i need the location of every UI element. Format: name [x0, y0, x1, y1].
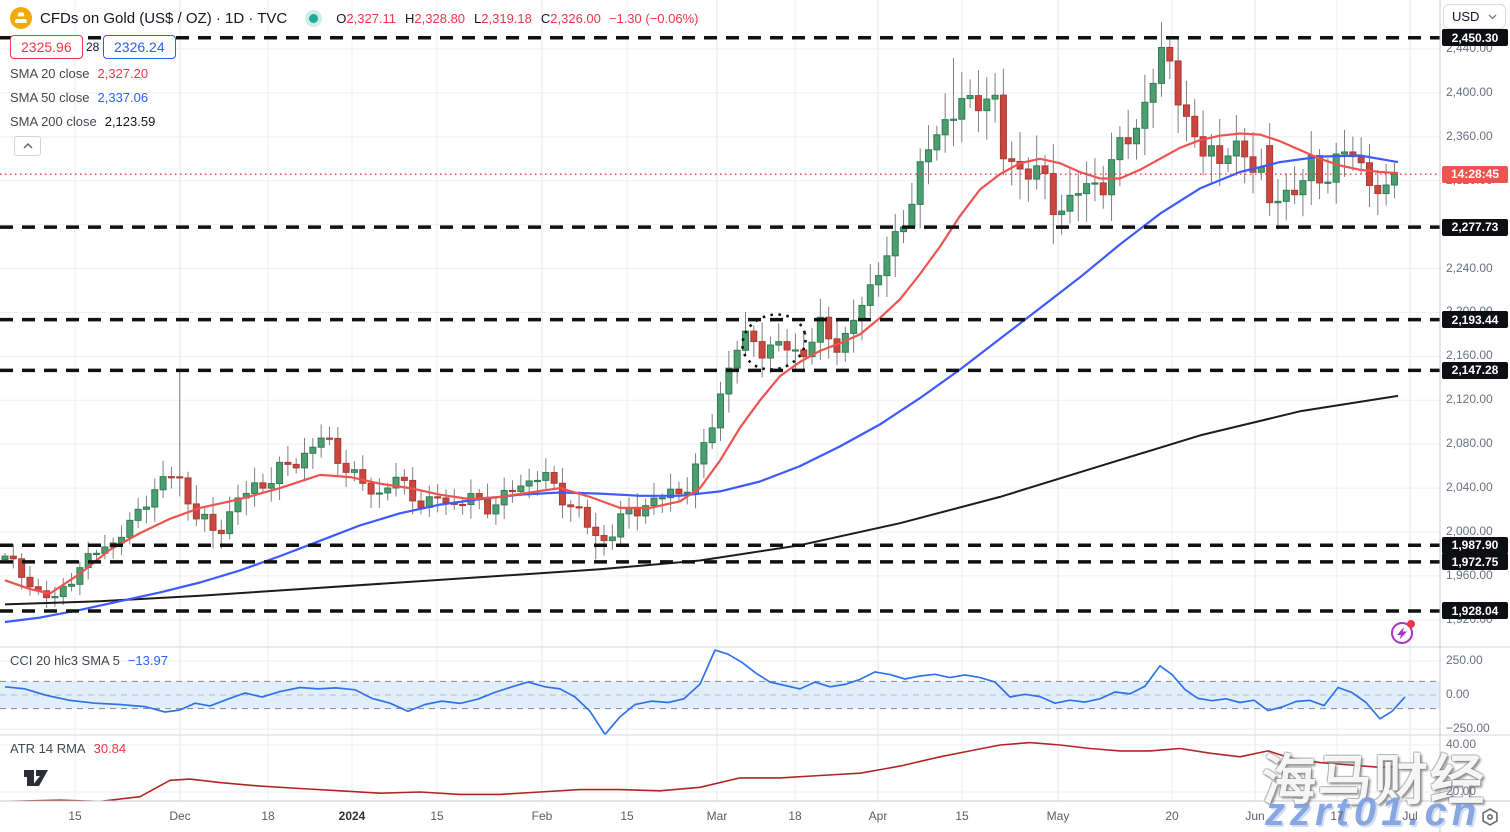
key-level-label: 2,450.30: [1442, 29, 1508, 47]
atr-label: ATR 14 RMA: [10, 741, 86, 756]
sma200-label: SMA 200 close: [10, 114, 97, 129]
time-axis-label: 2024: [338, 809, 366, 823]
tradingview-logo-icon[interactable]: [22, 766, 56, 790]
time-axis-label: 15: [68, 809, 82, 823]
price-axis-label: 2,080.00: [1446, 436, 1493, 451]
gold-symbol-icon: [10, 7, 32, 29]
cci-axis-label: −250.00: [1446, 721, 1490, 735]
cci-axis-label: 0.00: [1446, 687, 1470, 701]
sma50-legend[interactable]: SMA 50 close 2,337.06: [10, 90, 148, 105]
spread-value: 28: [86, 40, 100, 54]
time-axis-label: May: [1046, 809, 1070, 823]
key-level-label: 1,987.90: [1442, 536, 1508, 554]
key-level-label: 1,928.04: [1442, 602, 1508, 620]
countdown-label: 14:28:45: [1442, 165, 1508, 183]
time-axis-label: Jul: [1402, 809, 1418, 823]
chevron-down-icon: [1488, 14, 1497, 19]
price-axis-label: 2,040.00: [1446, 480, 1493, 495]
price-axis-label: 2,400.00: [1446, 84, 1493, 99]
time-axis-label: 15: [430, 809, 444, 823]
price-axis-label: 2,120.00: [1446, 392, 1493, 407]
cci-label: CCI 20 hlc3 SMA 5: [10, 653, 120, 668]
ohlc-values: O2,327.11 H2,328.80 L2,319.18 C2,326.00: [336, 11, 601, 26]
time-axis-label: 18: [788, 809, 802, 823]
sma200-legend[interactable]: SMA 200 close 2,123.59: [10, 114, 155, 129]
legend-collapse-button[interactable]: [14, 136, 41, 156]
buy-button[interactable]: 2326.24: [103, 35, 176, 59]
time-axis-label: Dec: [169, 809, 191, 823]
cci-legend[interactable]: CCI 20 hlc3 SMA 5 −13.97: [10, 653, 168, 668]
time-axis-label: 20: [1165, 809, 1179, 823]
price-axis-label: 2,240.00: [1446, 260, 1493, 275]
atr-axis-label: 20.00: [1446, 784, 1477, 798]
price-axis-label: 2,160.00: [1446, 348, 1493, 363]
symbol-header[interactable]: CFDs on Gold (US$ / OZ) · 1D · TVC O2,32…: [10, 7, 699, 29]
ohlc-item: C2,326.00: [540, 10, 601, 26]
cci-axis-label: 250.00: [1446, 653, 1483, 667]
sma20-legend[interactable]: SMA 20 close 2,327.20: [10, 66, 148, 81]
watermark-chinese: 海马财经: [1262, 751, 1486, 811]
atr-legend[interactable]: ATR 14 RMA 30.84: [10, 741, 126, 756]
price-axis-label: 2,000.00: [1446, 524, 1493, 538]
ohlc-item: O2,327.11: [336, 10, 397, 26]
time-axis-label: Jun: [1245, 809, 1265, 823]
currency-button[interactable]: USD: [1443, 4, 1506, 29]
price-axis-label: 2,360.00: [1446, 128, 1493, 143]
key-level-label: 2,147.28: [1442, 361, 1508, 379]
time-axis-label: Feb: [531, 809, 553, 823]
atr-axis-label: 40.00: [1446, 737, 1477, 751]
ohlc-item: L2,319.18: [474, 10, 532, 26]
sma50-label: SMA 50 close: [10, 90, 90, 105]
buy-price: 2326.24: [114, 39, 165, 55]
key-level-label: 1,972.75: [1442, 553, 1508, 571]
market-status-icon: [309, 13, 319, 23]
sma20-value: 2,327.20: [97, 66, 149, 81]
chevron-up-icon: [23, 143, 32, 149]
lightning-events-icon[interactable]: [1388, 616, 1420, 648]
ohlc-item: H2,328.80: [405, 10, 466, 26]
sell-button[interactable]: 2325.96: [10, 35, 83, 59]
change-value: −1.30 (−0.06%): [608, 10, 699, 26]
cci-value: −13.97: [127, 653, 168, 668]
symbol-title[interactable]: CFDs on Gold (US$ / OZ) · 1D · TVC: [40, 9, 288, 27]
time-axis-label: 15: [620, 809, 634, 823]
price-axis-label: 1,960.00: [1446, 567, 1493, 582]
sma50-value: 2,337.06: [97, 90, 149, 105]
time-axis-label: 18: [261, 809, 275, 823]
watermark-site: zzrt01.cn: [1265, 790, 1482, 832]
time-axis-label: 15: [955, 809, 969, 823]
time-axis-label: 17: [1330, 809, 1344, 823]
key-level-label: 2,193.44: [1442, 311, 1508, 329]
time-axis-label: Apr: [868, 809, 888, 823]
sell-price: 2325.96: [21, 39, 72, 55]
key-level-label: 2,277.73: [1442, 218, 1508, 236]
gear-icon[interactable]: [1480, 807, 1500, 827]
atr-value: 30.84: [93, 741, 127, 756]
time-axis-label: Mar: [706, 809, 728, 823]
sma20-label: SMA 20 close: [10, 66, 90, 81]
sma200-value: 2,123.59: [104, 114, 156, 129]
currency-label: USD: [1452, 9, 1480, 24]
